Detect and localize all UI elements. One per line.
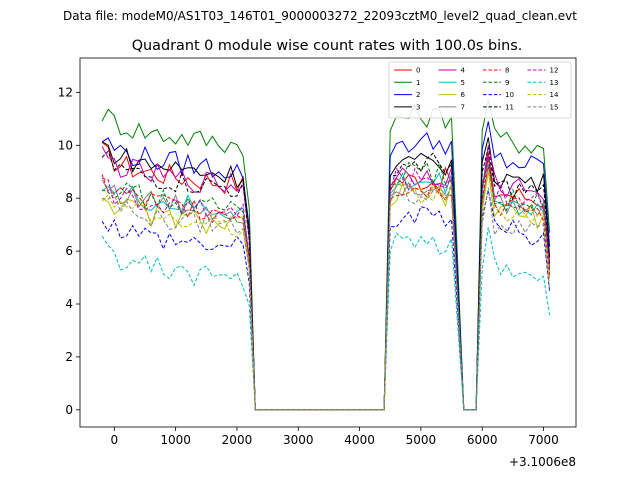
series-line-15: [102, 182, 551, 411]
legend-item: 15: [527, 103, 559, 111]
legend-label: 8: [505, 67, 509, 75]
legend-item: 10: [483, 91, 514, 99]
y-tick-label: 2: [65, 350, 73, 364]
y-tick-label: 10: [58, 138, 73, 152]
y-tick-label: 0: [65, 403, 73, 417]
y-tick-label: 12: [58, 85, 73, 99]
legend-item: 8: [483, 67, 509, 75]
legend-label: 11: [505, 103, 514, 111]
series-layer: [101, 100, 551, 411]
legend-item: 3: [394, 103, 420, 111]
x-tick-label: 5000: [406, 433, 437, 447]
x-tick-label: 7000: [528, 433, 559, 447]
legend-label: 2: [416, 91, 420, 99]
y-axis: 0 2 4 6 8 10 12: [58, 85, 80, 417]
legend-label: 3: [416, 103, 420, 111]
legend-label: 14: [550, 91, 559, 99]
chart-title: Quadrant 0 module wise count rates with …: [132, 38, 523, 54]
x-tick-label: 2000: [222, 433, 253, 447]
legend-item: 1: [394, 79, 420, 87]
y-tick-label: 4: [65, 297, 73, 311]
legend-label: 9: [505, 79, 509, 87]
y-tick-label: 8: [65, 191, 73, 205]
legend-item: 12: [527, 67, 559, 75]
y-tick-label: 6: [65, 244, 73, 258]
legend-label: 12: [550, 67, 559, 75]
legend-label: 4: [461, 67, 466, 75]
legend-item: 14: [527, 91, 559, 99]
legend-item: 13: [527, 79, 559, 87]
legend-item: 6: [438, 91, 466, 99]
legend-label: 1: [416, 79, 420, 87]
legend-item: 2: [394, 91, 420, 99]
x-tick-label: 3000: [283, 433, 314, 447]
plot-area: [80, 58, 576, 427]
x-tick-label: 1000: [160, 433, 191, 447]
x-axis: 0 1000 2000 3000 4000 5000 6000 7000: [111, 427, 559, 447]
legend-item: 9: [483, 79, 509, 87]
legend-item: 7: [438, 103, 465, 111]
legend-label: 0: [416, 67, 420, 75]
legend-item: 11: [483, 103, 514, 111]
legend-label: 13: [550, 79, 559, 87]
legend-item: 4: [438, 67, 466, 75]
plot-frame: [79, 57, 577, 428]
x-offset-label: +3.1006e8: [509, 455, 576, 469]
legend-label: 5: [461, 79, 465, 87]
legend-label: 15: [550, 103, 559, 111]
x-tick-label: 0: [111, 433, 119, 447]
suptitle: Data file: modeM0/AS1T03_146T01_90000032…: [63, 9, 577, 23]
legend-label: 6: [461, 91, 466, 99]
x-tick-label: 4000: [344, 433, 375, 447]
legend-label: 7: [461, 103, 465, 111]
x-tick-label: 6000: [467, 433, 498, 447]
legend-label: 10: [505, 91, 514, 99]
legend-item: 5: [438, 79, 465, 87]
legend-frame: [388, 61, 572, 119]
legend-item: 0: [394, 67, 420, 75]
